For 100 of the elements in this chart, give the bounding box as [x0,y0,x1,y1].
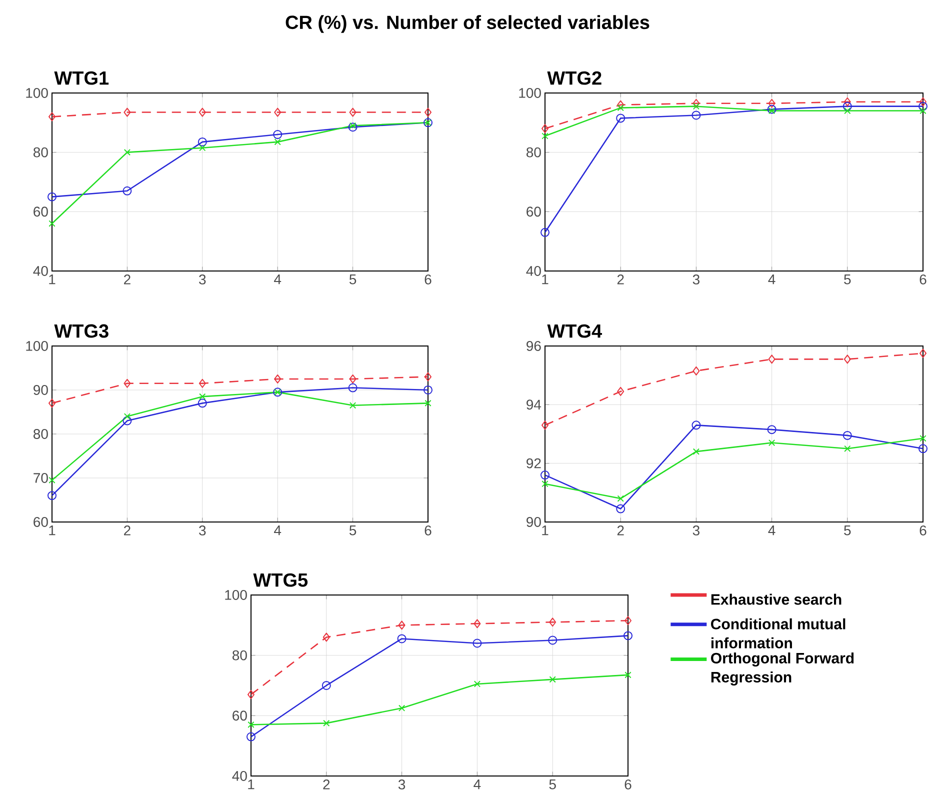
x-tick-label: 6 [424,526,432,536]
x-tick-label: 2 [124,526,130,536]
x-tick-label: 3 [692,274,700,284]
x-tick-label: 6 [920,274,926,284]
y-tick-label: 40 [232,771,247,781]
y-tick-label: 96 [526,341,541,351]
point [920,107,926,114]
point [918,102,928,111]
point [349,108,356,117]
point [617,100,624,110]
point [274,374,282,384]
point [549,676,556,683]
point [549,618,556,627]
x-tick-label: 6 [624,780,632,790]
point [616,114,626,123]
y-tick-label: 100 [26,341,48,351]
point [248,721,254,728]
y-tick-label: 94 [526,400,542,410]
point [692,366,700,376]
y-tick-label: 40 [526,266,541,276]
point [692,110,701,120]
point [246,732,256,742]
point [624,631,632,640]
chart-title: WTG3 [54,324,108,338]
y-tick-label: 70 [34,473,48,483]
y-tick-label: 60 [526,206,541,217]
point [844,445,851,452]
y-tick-label: 80 [34,429,48,439]
x-tick-label: 1 [542,274,548,284]
point [322,680,331,690]
x-tick-label: 3 [199,274,206,284]
y-tick-label: 90 [34,385,48,395]
point [474,619,481,628]
x-tick-label: 5 [349,274,356,284]
y-tick-label: 60 [34,517,48,527]
x-tick-label: 1 [542,526,548,536]
point [692,420,701,430]
legend-label: Orthogonal Forward Regression [711,652,854,686]
x-tick-label: 6 [424,274,432,284]
point [920,348,926,358]
point [424,400,432,407]
x-tick-label: 4 [274,274,282,284]
point [48,491,57,500]
point [48,192,57,202]
point [424,385,433,394]
point [844,354,851,364]
point [542,420,548,430]
point [768,354,776,364]
point [273,130,282,140]
point [692,103,700,110]
point [548,636,558,645]
x-tick-label: 2 [124,274,130,284]
point [348,383,358,392]
x-tick-label: 2 [323,780,330,790]
point [624,616,632,626]
point [844,97,851,106]
point [617,386,624,396]
point [274,138,281,146]
point [472,638,482,648]
point [624,672,632,678]
point [198,398,207,408]
x-tick-label: 5 [549,780,556,790]
point [540,228,550,237]
point [398,620,406,630]
point [322,632,330,642]
point [124,148,131,156]
x-tick-label: 3 [398,780,406,790]
point [199,393,206,400]
x-tick-label: 1 [248,780,254,790]
point [542,124,548,134]
point [198,378,206,388]
point [616,504,626,514]
legend-label: Conditional mutual information [711,618,846,648]
point [48,476,56,484]
point [767,425,776,434]
text: CR (%) vs. Number of selected variables [286,15,650,33]
legend-label: Exhaustive search [711,594,842,605]
x-tick-label: 1 [49,274,56,284]
y-tick-label: 90 [526,517,541,527]
point [349,374,356,384]
point [424,108,432,117]
point [540,470,550,480]
point [542,132,548,140]
point [124,413,131,420]
point [323,720,330,727]
point [768,98,776,108]
x-tick-label: 4 [768,526,776,536]
x-tick-label: 5 [844,274,851,284]
point [842,102,852,111]
x-tick-label: 6 [920,526,926,536]
y-tick-label: 100 [26,88,48,98]
point [768,107,776,114]
point [424,372,432,382]
point [767,104,776,114]
y-tick-label: 80 [526,147,541,158]
y-tick-label: 40 [33,266,48,276]
point [474,680,481,688]
point [692,98,700,108]
point [48,112,56,122]
point [768,439,776,446]
